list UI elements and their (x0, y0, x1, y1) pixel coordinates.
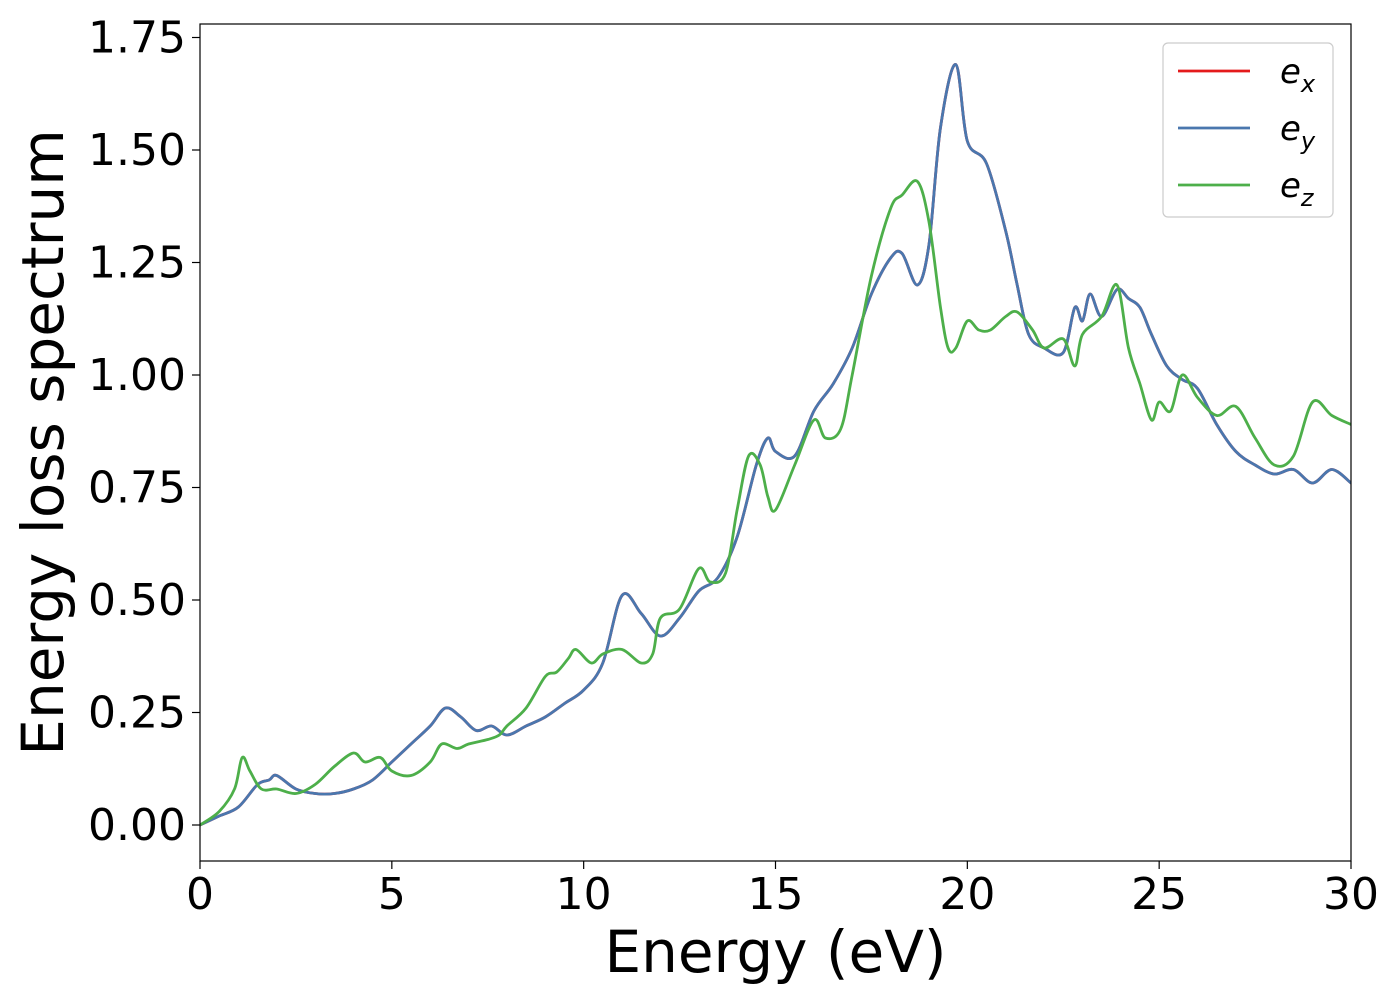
x-axis-label: Energy (eV) (604, 918, 946, 986)
series-line-z (200, 179, 1351, 827)
series-line-y (200, 63, 1351, 827)
x-tick-label: 30 (1323, 869, 1379, 920)
y-tick-label: 0.00 (88, 800, 186, 851)
y-tick-label: 0.50 (88, 575, 186, 626)
y-tick-label: 1.00 (88, 350, 186, 401)
legend-box (1162, 42, 1334, 218)
y-tick-label: 1.75 (88, 13, 186, 64)
y-axis-label: Energy loss spectrum (9, 129, 77, 755)
x-tick-label: 0 (186, 869, 214, 920)
y-tick-label: 1.50 (88, 125, 186, 176)
y-tick-label: 1.25 (88, 238, 186, 289)
x-tick-label: 10 (556, 869, 612, 920)
series-layer (200, 63, 1351, 827)
x-axis-ticks: 0 5 10 15 20 25 30 (186, 861, 1379, 920)
y-axis-ticks: 0.00 0.25 0.50 0.75 1.00 1.25 1.50 1.75 (88, 13, 200, 851)
x-tick-label: 20 (939, 869, 995, 920)
y-tick-label: 0.25 (88, 688, 186, 739)
y-tick-label: 0.75 (88, 463, 186, 514)
x-tick-label: 5 (378, 869, 406, 920)
x-tick-label: 15 (748, 869, 804, 920)
x-tick-label: 25 (1131, 869, 1187, 920)
